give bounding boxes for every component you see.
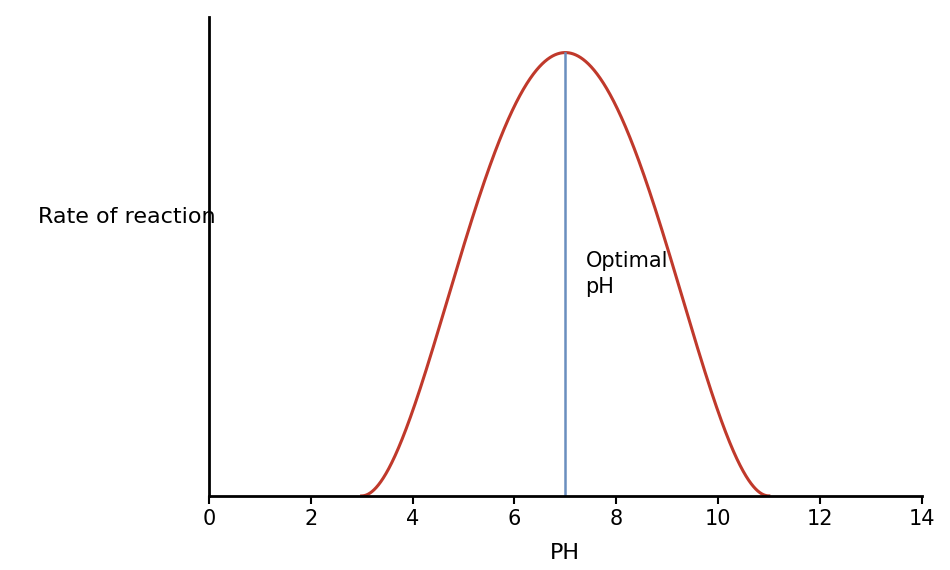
Text: Rate of reaction: Rate of reaction	[38, 206, 216, 227]
X-axis label: PH: PH	[550, 543, 580, 563]
Text: Optimal
pH: Optimal pH	[585, 251, 668, 298]
